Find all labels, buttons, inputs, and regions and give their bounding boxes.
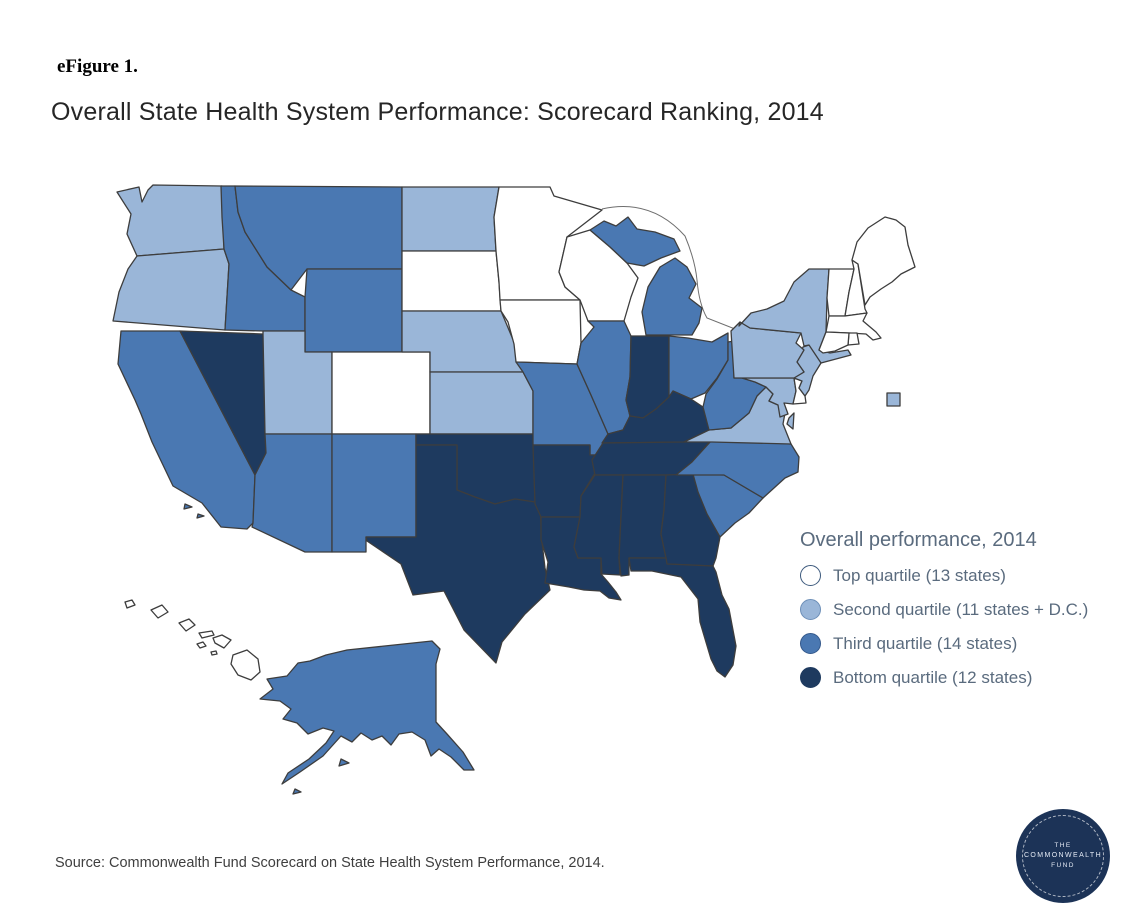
logo-text-line: COMMONWEALTH [1023,851,1103,859]
figure-label: eFigure 1. [57,56,138,77]
state-DC [886,392,901,407]
state-ND [401,186,500,252]
state-CO [331,351,431,435]
legend-item-bottom-quartile: Bottom quartile (12 states) [800,666,1090,689]
legend-item-third-quartile: Third quartile (14 states) [800,632,1090,655]
top-quartile-swatch [800,565,821,586]
state-HI [124,599,261,681]
great-lakes-border-line [601,206,736,330]
map-legend: Overall performance, 2014 Top quartile (… [800,529,1090,700]
state-ME [851,216,916,306]
state-SD [401,250,502,312]
third-quartile-swatch [800,633,821,654]
state-OR [112,248,230,331]
us-map-svg [112,184,916,795]
state-AK [259,640,475,795]
state-CT [818,331,850,354]
legend-item-label: Top quartile (13 states) [833,565,1006,585]
legend-item-second-quartile: Second quartile (11 states + D.C.) [800,598,1090,621]
figure-title: Overall State Health System Performance:… [51,98,824,126]
legend-title: Overall performance, 2014 [800,529,1037,551]
state-NC [675,439,800,499]
legend-item-label: Bottom quartile (12 states) [833,667,1033,687]
state-MI [589,216,703,336]
legend-item-label: Second quartile (11 states + D.C.) [833,599,1089,619]
commonwealth-fund-logo: THE COMMONWEALTH FUND [1016,809,1110,903]
us-choropleth-map [95,172,1015,832]
state-RI [847,332,860,346]
second-quartile-swatch [800,599,821,620]
legend-item-label: Third quartile (14 states) [833,633,1018,653]
logo-text-line: THE [1054,842,1072,849]
state-TX [365,444,551,664]
state-FL [628,557,737,678]
source-note: Source: Commonwealth Fund Scorecard on S… [55,855,605,871]
legend-item-top-quartile: Top quartile (13 states) [800,564,1090,587]
state-WY [304,268,403,353]
state-KS [429,371,534,435]
state-NM [331,433,417,553]
state-WA [116,184,225,257]
logo-text-line: FUND [1051,862,1075,870]
bottom-quartile-swatch [800,667,821,688]
